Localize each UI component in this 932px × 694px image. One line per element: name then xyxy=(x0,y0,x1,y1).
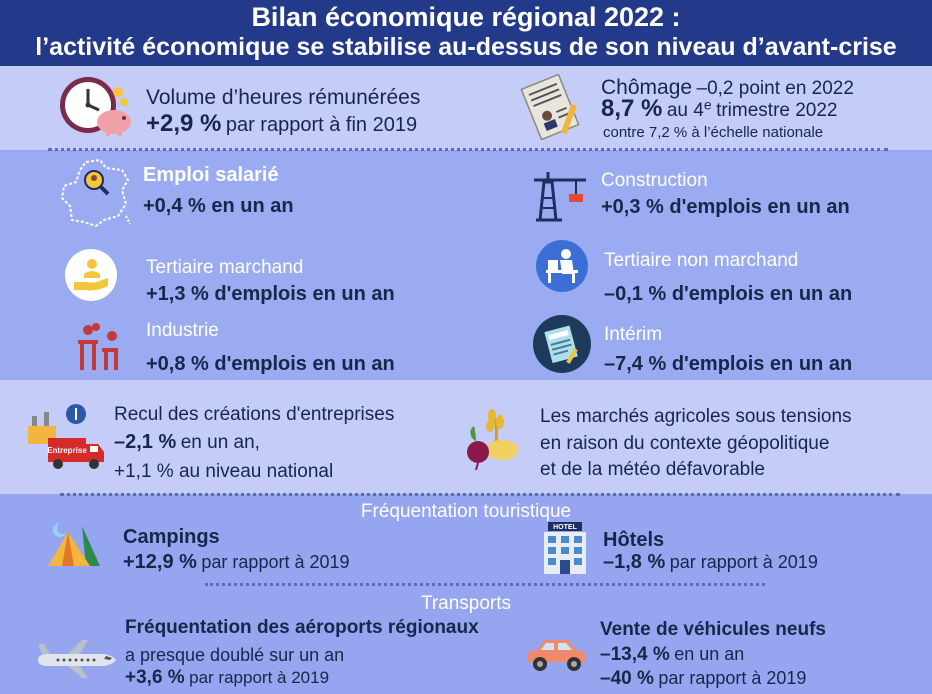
chomage-rate: 8,7 % xyxy=(601,95,663,122)
hotels-value: –1,8 % xyxy=(603,551,666,573)
interim-document-icon xyxy=(533,315,591,373)
agricole-line2: en raison du contexte géopolitique xyxy=(540,433,830,454)
divider-dots xyxy=(205,583,765,586)
tertiaire-marchand-value: +1,3 % d'emplois en un an xyxy=(146,283,395,305)
agricole-line3: et de la météo défavorable xyxy=(540,459,765,480)
construction-label: Construction xyxy=(601,170,708,191)
page-subtitle: l’activité économique se stabilise au-de… xyxy=(35,33,897,61)
campings-figure: +12,9 % par rapport à 2019 xyxy=(123,551,350,574)
truck-text: Entreprise xyxy=(47,446,87,455)
band-entreprises xyxy=(0,380,932,494)
divider-dots xyxy=(60,493,900,496)
construction-value: +0,3 % d'emplois en un an xyxy=(601,196,850,218)
band-top xyxy=(0,66,932,150)
industrie-label: Industrie xyxy=(146,320,219,341)
entreprises-national: +1,1 % au niveau national xyxy=(114,461,334,482)
emploi-salarie-value: +0,4 % en un an xyxy=(143,195,294,217)
aeroports-label: Fréquentation des aéroports régionaux xyxy=(125,617,479,638)
airplane-icon xyxy=(38,640,116,678)
heures-label: Volume d’heures rémunérées xyxy=(146,86,421,109)
tent-icon xyxy=(48,522,100,566)
campings-value: +12,9 % xyxy=(123,551,197,573)
vehicules-label: Vente de véhicules neufs xyxy=(600,619,826,640)
vehicules-figure2: –40 % par rapport à 2019 xyxy=(600,668,806,690)
clock-piggy-icon xyxy=(60,77,131,136)
page-title: Bilan économique régional 2022 : xyxy=(251,2,681,32)
france-map-icon xyxy=(60,158,131,228)
chomage-period-prefix: au 4 xyxy=(666,100,704,121)
transports-heading: Transports xyxy=(420,593,512,614)
interim-label: Intérim xyxy=(604,324,663,345)
divider-dots xyxy=(48,148,888,151)
aeroports-suffix: par rapport à 2019 xyxy=(189,668,330,687)
vehicules-value1: –13,4 % xyxy=(600,644,670,665)
aeroports-line2: a presque doublé sur un an xyxy=(125,645,345,665)
agricole-line1: Les marchés agricoles sous tensions xyxy=(540,406,852,427)
tertiaire-non-marchand-label: Tertiaire non marchand xyxy=(604,250,799,271)
emploi-salarie-label: Emploi salarié xyxy=(143,164,279,186)
hotels-figure: –1,8 % par rapport à 2019 xyxy=(603,551,818,574)
tertiaire-non-marchand-value: –0,1 % d'emplois en un an xyxy=(604,283,853,305)
enterprise-truck-icon: Entreprise xyxy=(28,404,104,469)
car-icon xyxy=(528,640,586,671)
entreprises-suffix: en un an, xyxy=(180,432,260,453)
aeroports-value: +3,6 % xyxy=(125,667,185,688)
campings-suffix: par rapport à 2019 xyxy=(201,552,350,572)
chomage-label: Chômage xyxy=(601,76,693,99)
vehicules-suffix2: par rapport à 2019 xyxy=(658,668,807,688)
page-header: Bilan économique régional 2022 : l’activ… xyxy=(0,0,932,66)
chomage-period-suffix: trimestre 2022 xyxy=(716,100,838,121)
hotels-suffix: par rapport à 2019 xyxy=(669,552,818,572)
factory-icon xyxy=(78,323,118,370)
tertiaire-marchand-label: Tertiaire marchand xyxy=(146,257,304,278)
wheat-beet-icon xyxy=(467,409,518,470)
entreprises-figure: –2,1 % en un an, xyxy=(114,431,260,454)
chomage-line2: 8,7 % au 4e trimestre 2022 xyxy=(601,95,838,123)
interim-value: –7,4 % d'emplois en un an xyxy=(604,353,853,375)
heures-figure: +2,9 % par rapport à fin 2019 xyxy=(146,110,417,138)
tourisme-heading: Fréquentation touristique xyxy=(360,501,572,522)
chomage-line1: Chômage –0,2 point en 2022 xyxy=(601,76,854,100)
campings-label: Campings xyxy=(123,526,220,548)
crane-icon xyxy=(534,172,586,222)
vehicules-suffix1: en un an xyxy=(674,644,745,664)
document-icon xyxy=(520,74,580,140)
vehicules-value2: –40 % xyxy=(600,668,654,689)
desk-worker-icon xyxy=(536,240,588,292)
hotels-label: Hôtels xyxy=(603,529,665,551)
industrie-value: +0,8 % d'emplois en un an xyxy=(146,353,395,375)
aeroports-figure: +3,6 % par rapport à 2019 xyxy=(125,667,329,689)
heures-suffix: par rapport à fin 2019 xyxy=(225,114,418,136)
hotel-sign-text: HOTEL xyxy=(553,524,577,531)
entreprises-value: –2,1 % xyxy=(114,431,177,453)
chomage-national: contre 7,2 % à l’échelle nationale xyxy=(603,124,824,141)
vehicules-figure1: –13,4 % en un an xyxy=(600,644,744,666)
entreprises-label: Recul des créations d'entreprises xyxy=(114,404,395,425)
band-emploi xyxy=(0,152,932,380)
service-hand-icon xyxy=(65,249,117,301)
chomage-period-sup: e xyxy=(703,96,712,113)
hotel-icon: HOTEL xyxy=(544,522,586,574)
heures-value: +2,9 % xyxy=(146,110,222,137)
chomage-change: –0,2 point en 2022 xyxy=(696,78,854,99)
